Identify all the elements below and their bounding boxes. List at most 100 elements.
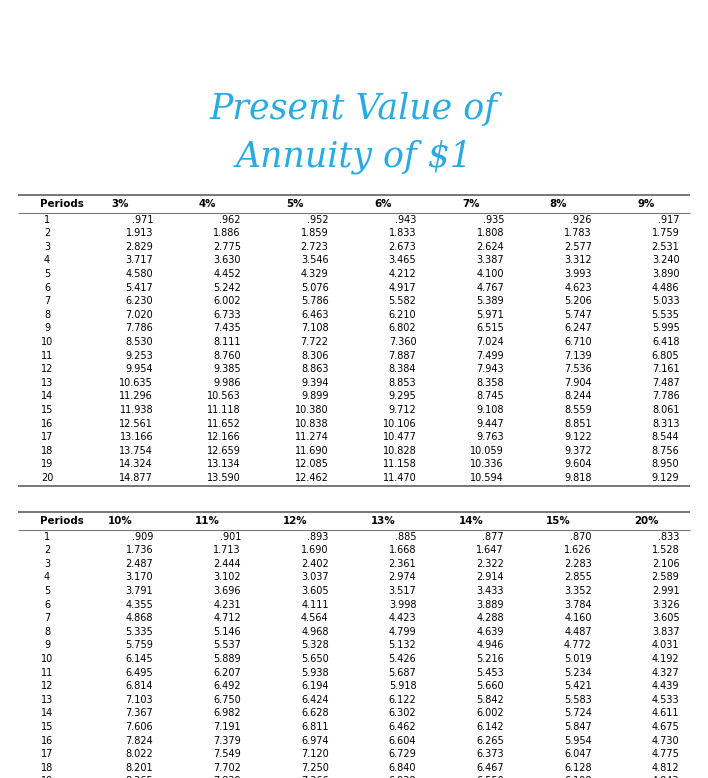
Text: 2.283: 2.283 bbox=[564, 559, 592, 569]
Text: 6: 6 bbox=[44, 600, 50, 610]
Text: 6.750: 6.750 bbox=[213, 695, 241, 705]
Text: 2: 2 bbox=[44, 228, 50, 238]
Text: 4.231: 4.231 bbox=[213, 600, 241, 610]
Text: 5.417: 5.417 bbox=[125, 282, 153, 293]
Text: 5: 5 bbox=[44, 269, 50, 279]
Text: 7.722: 7.722 bbox=[301, 337, 329, 347]
Text: Present Value of: Present Value of bbox=[210, 92, 498, 126]
Text: 14.324: 14.324 bbox=[120, 459, 153, 469]
Text: 6.142: 6.142 bbox=[476, 722, 504, 732]
Text: 6.002: 6.002 bbox=[476, 709, 504, 718]
Text: 1.783: 1.783 bbox=[564, 228, 592, 238]
Text: 11%: 11% bbox=[195, 516, 220, 526]
Text: 8.365: 8.365 bbox=[125, 776, 153, 778]
Text: 4.439: 4.439 bbox=[652, 682, 680, 691]
Text: 9.385: 9.385 bbox=[213, 364, 241, 374]
Text: 8.544: 8.544 bbox=[652, 433, 680, 442]
Text: 9.712: 9.712 bbox=[389, 405, 416, 415]
Text: 10.380: 10.380 bbox=[295, 405, 329, 415]
Text: 20: 20 bbox=[41, 473, 53, 483]
Text: 17: 17 bbox=[41, 433, 53, 442]
Text: 14: 14 bbox=[41, 391, 53, 401]
Text: 4.772: 4.772 bbox=[564, 640, 592, 650]
Text: .870: .870 bbox=[570, 531, 592, 541]
Text: 7.499: 7.499 bbox=[476, 351, 504, 360]
Text: 8.745: 8.745 bbox=[476, 391, 504, 401]
Text: 6.550: 6.550 bbox=[476, 776, 504, 778]
Text: 9.604: 9.604 bbox=[564, 459, 592, 469]
Text: 1: 1 bbox=[44, 215, 50, 225]
Text: 11.652: 11.652 bbox=[207, 419, 241, 429]
Text: 3.433: 3.433 bbox=[476, 586, 504, 596]
Text: 4.639: 4.639 bbox=[476, 627, 504, 637]
Text: 1.528: 1.528 bbox=[652, 545, 680, 555]
Text: 1.626: 1.626 bbox=[564, 545, 592, 555]
Text: 4.611: 4.611 bbox=[652, 709, 680, 718]
Text: 10.635: 10.635 bbox=[120, 378, 153, 387]
Text: 2.577: 2.577 bbox=[564, 242, 592, 252]
Text: 3.312: 3.312 bbox=[564, 255, 592, 265]
Text: Appendix: Appendix bbox=[16, 17, 142, 40]
Text: 6.418: 6.418 bbox=[652, 337, 680, 347]
Text: 8.313: 8.313 bbox=[652, 419, 680, 429]
Text: .917: .917 bbox=[658, 215, 680, 225]
Text: 7.435: 7.435 bbox=[213, 324, 241, 334]
Text: 9.122: 9.122 bbox=[564, 433, 592, 442]
Text: 4.946: 4.946 bbox=[476, 640, 504, 650]
Text: 3.387: 3.387 bbox=[476, 255, 504, 265]
Text: 7.904: 7.904 bbox=[564, 378, 592, 387]
Text: 1.759: 1.759 bbox=[652, 228, 680, 238]
Text: 5.076: 5.076 bbox=[301, 282, 329, 293]
Text: 3.240: 3.240 bbox=[652, 255, 680, 265]
Text: 4: 4 bbox=[44, 255, 50, 265]
Text: 4.580: 4.580 bbox=[125, 269, 153, 279]
Text: 7.536: 7.536 bbox=[564, 364, 592, 374]
Text: 1.736: 1.736 bbox=[125, 545, 153, 555]
Text: 2.531: 2.531 bbox=[652, 242, 680, 252]
Text: .909: .909 bbox=[132, 531, 153, 541]
Text: 9.108: 9.108 bbox=[476, 405, 504, 415]
Text: .885: .885 bbox=[395, 531, 416, 541]
Text: 16: 16 bbox=[41, 419, 53, 429]
Text: 8.853: 8.853 bbox=[389, 378, 416, 387]
Text: 7.250: 7.250 bbox=[301, 762, 329, 773]
Text: 2.829: 2.829 bbox=[125, 242, 153, 252]
Text: 6.207: 6.207 bbox=[213, 668, 241, 678]
Text: 7: 7 bbox=[44, 613, 50, 623]
Text: 7.191: 7.191 bbox=[213, 722, 241, 732]
Text: 5.650: 5.650 bbox=[301, 654, 329, 664]
Text: 12.561: 12.561 bbox=[120, 419, 153, 429]
Text: .971: .971 bbox=[132, 215, 153, 225]
Text: 17: 17 bbox=[41, 749, 53, 759]
Text: 4.212: 4.212 bbox=[389, 269, 416, 279]
Text: 13: 13 bbox=[41, 378, 53, 387]
Text: 7.943: 7.943 bbox=[476, 364, 504, 374]
Text: 12.166: 12.166 bbox=[207, 433, 241, 442]
Text: 6.515: 6.515 bbox=[476, 324, 504, 334]
Text: 11: 11 bbox=[41, 668, 53, 678]
Text: 7%: 7% bbox=[462, 199, 479, 209]
Text: 3.889: 3.889 bbox=[476, 600, 504, 610]
Text: 9: 9 bbox=[44, 640, 50, 650]
Text: 10.059: 10.059 bbox=[470, 446, 504, 456]
Text: 13.590: 13.590 bbox=[207, 473, 241, 483]
Text: 5.426: 5.426 bbox=[389, 654, 416, 664]
Text: 9: 9 bbox=[44, 324, 50, 334]
Text: 5.786: 5.786 bbox=[301, 296, 329, 307]
Text: 3.605: 3.605 bbox=[301, 586, 329, 596]
Text: 18: 18 bbox=[41, 446, 53, 456]
Text: 13: 13 bbox=[41, 695, 53, 705]
Text: 1.859: 1.859 bbox=[301, 228, 329, 238]
Text: 4.031: 4.031 bbox=[652, 640, 680, 650]
Text: 9.986: 9.986 bbox=[213, 378, 241, 387]
Text: 14%: 14% bbox=[458, 516, 483, 526]
Text: 3.717: 3.717 bbox=[125, 255, 153, 265]
Text: 11: 11 bbox=[41, 351, 53, 360]
Text: 2.855: 2.855 bbox=[564, 573, 592, 583]
Text: 7.367: 7.367 bbox=[125, 709, 153, 718]
Text: 5.660: 5.660 bbox=[476, 682, 504, 691]
Text: 8.950: 8.950 bbox=[652, 459, 680, 469]
Text: .952: .952 bbox=[307, 215, 329, 225]
Text: 5.889: 5.889 bbox=[213, 654, 241, 664]
Text: 7.549: 7.549 bbox=[213, 749, 241, 759]
